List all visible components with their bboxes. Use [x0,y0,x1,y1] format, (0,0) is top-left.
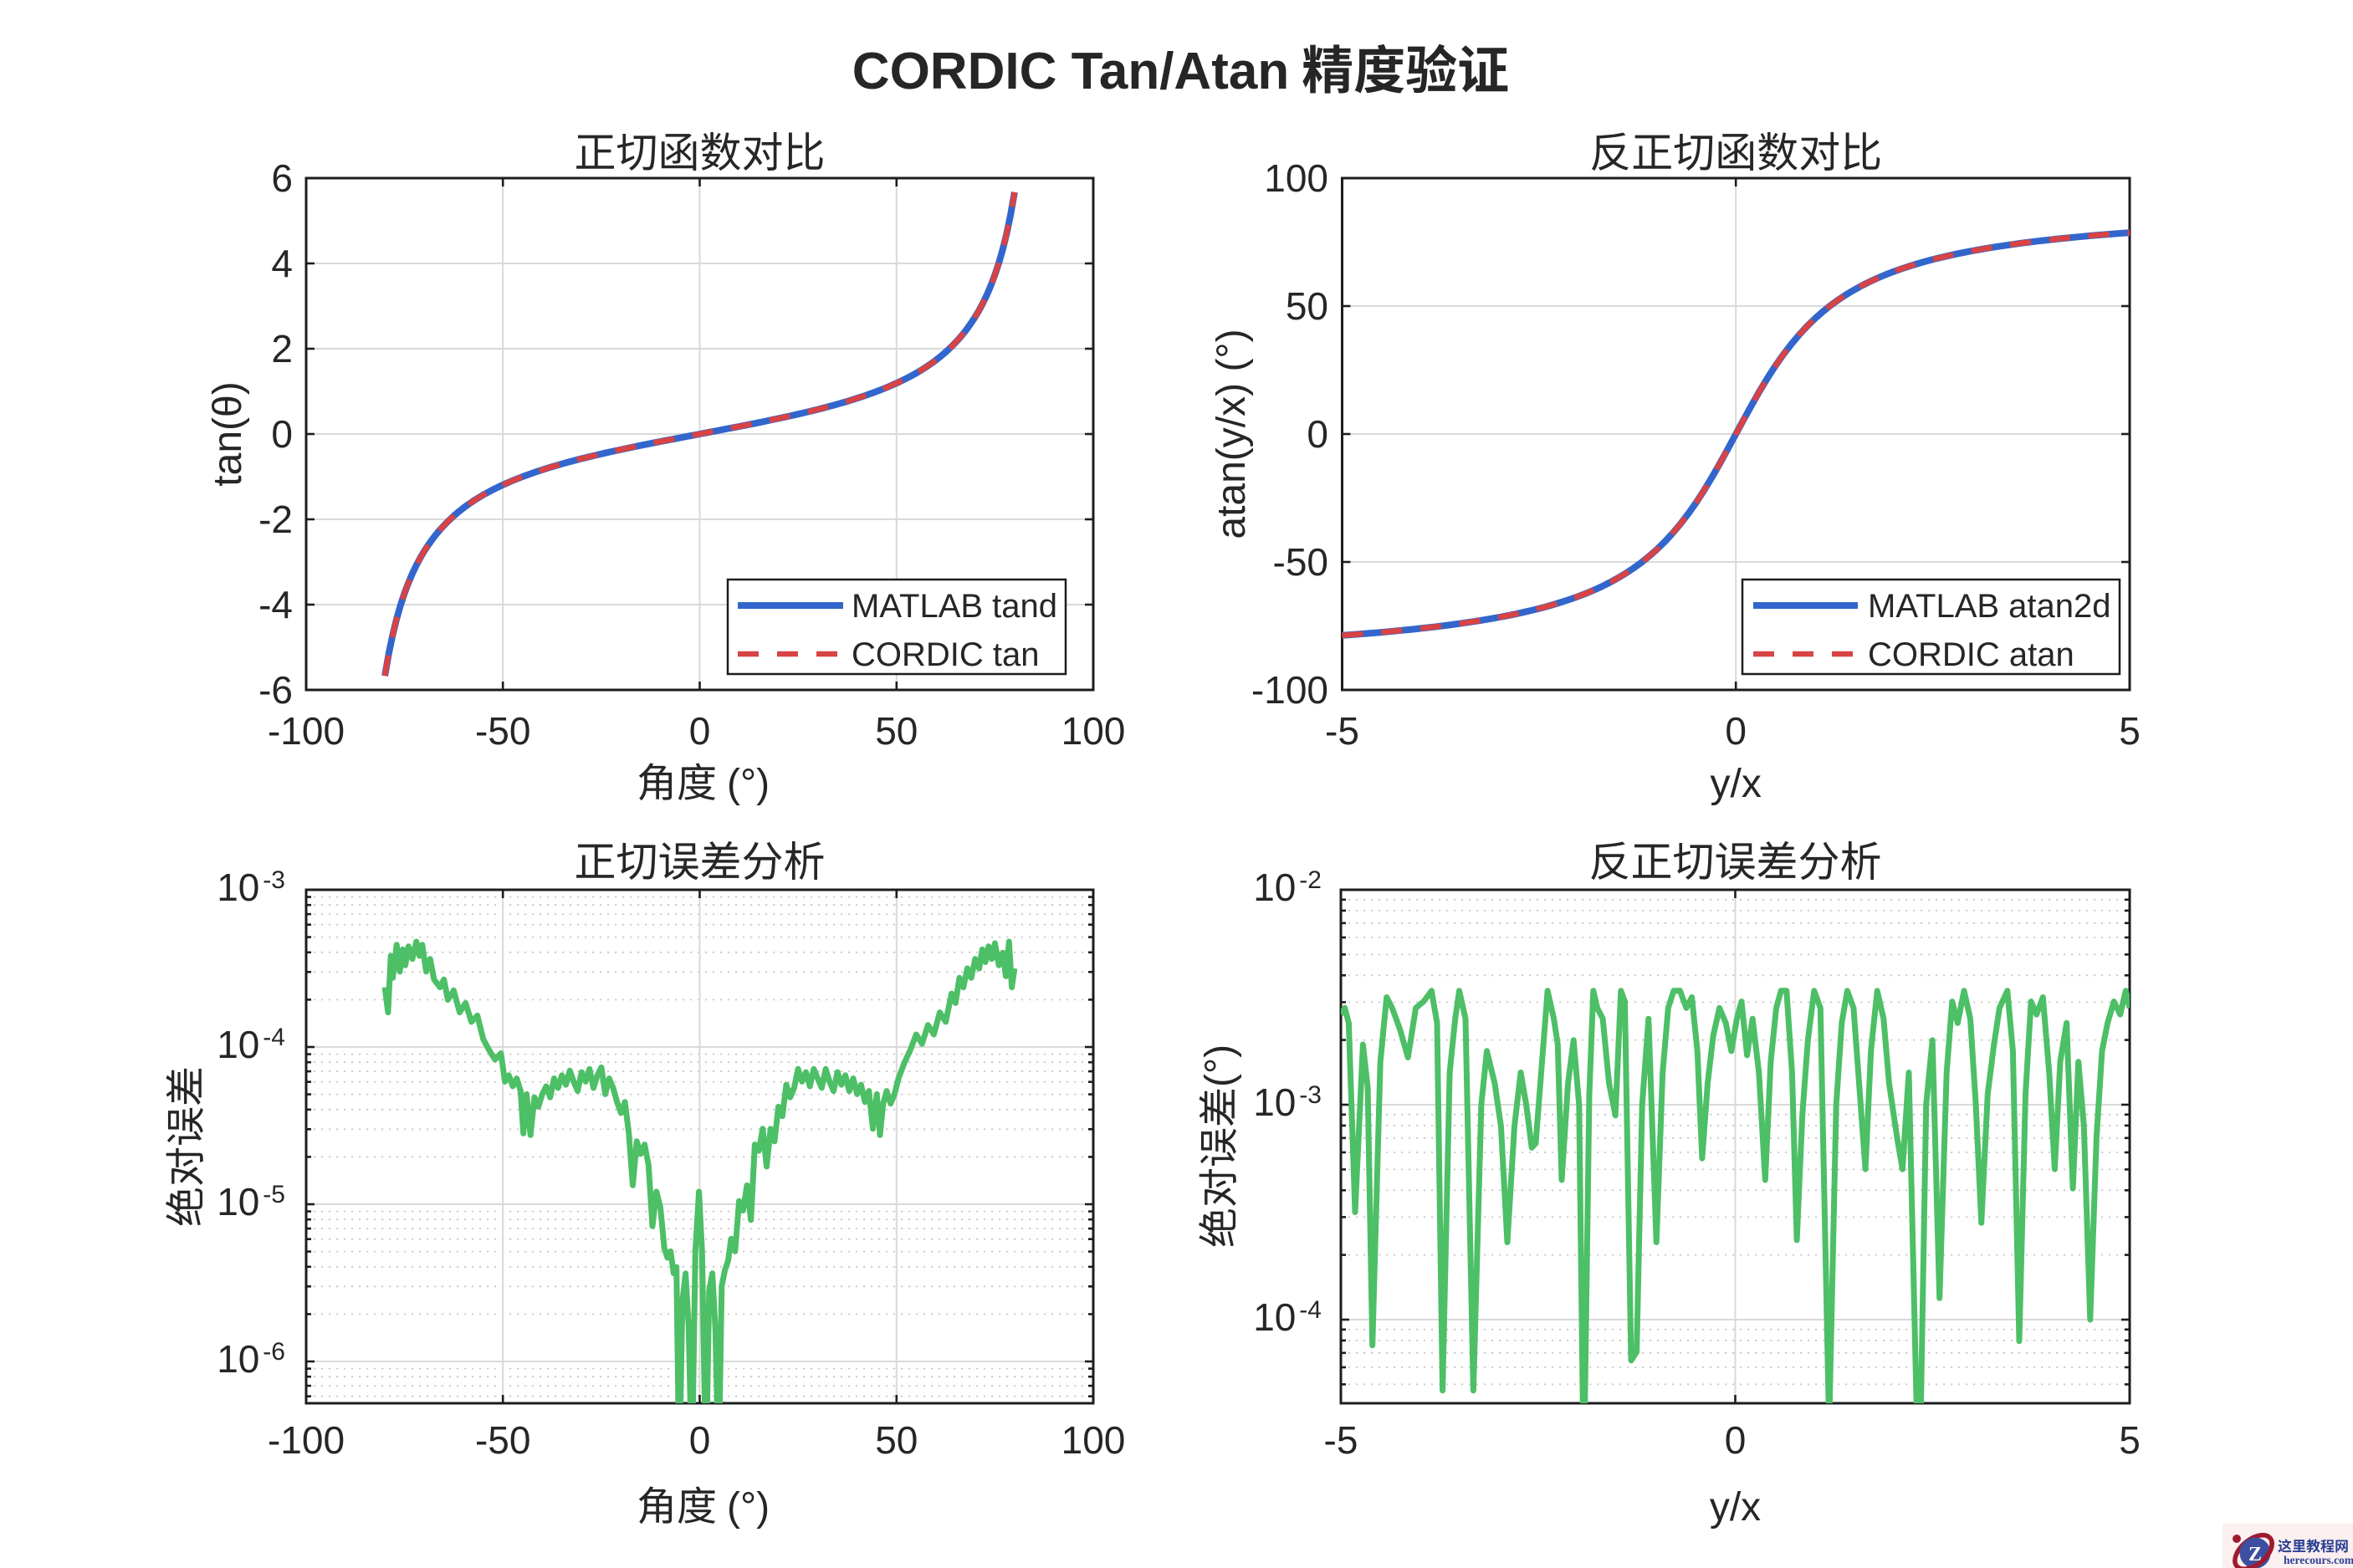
svg-text:-2: -2 [258,498,293,541]
svg-text:0: 0 [1725,709,1747,753]
svg-text:0: 0 [271,412,293,456]
svg-text:50: 50 [1286,284,1328,328]
svg-text:-50: -50 [1273,540,1328,584]
svg-text:10: 10 [217,1337,259,1381]
svg-text:10: 10 [217,1023,259,1066]
svg-text:MATLAB tand: MATLAB tand [852,588,1057,625]
svg-text:y/x: y/x [1711,762,1762,806]
svg-text:100: 100 [1264,156,1328,200]
svg-text:(°): (°) [727,1485,770,1530]
svg-text:herecours.com: herecours.com [2284,1554,2353,1566]
svg-text:-100: -100 [268,709,345,753]
svg-text:-5: -5 [1325,709,1359,753]
svg-text:-3: -3 [263,866,285,894]
svg-text:-100: -100 [268,1418,345,1462]
svg-text:-6: -6 [263,1338,285,1366]
svg-text:MATLAB atan2d: MATLAB atan2d [1868,588,2111,625]
svg-text:y/x: y/x [1710,1485,1761,1530]
svg-text:5: 5 [2119,1418,2141,1462]
svg-text:0: 0 [689,709,711,753]
svg-text:10: 10 [1253,866,1296,909]
svg-text:0: 0 [1307,412,1328,456]
svg-text:-50: -50 [475,709,530,753]
svg-text:Z: Z [2248,1544,2262,1565]
svg-text:0: 0 [1725,1418,1747,1462]
svg-text:4: 4 [271,242,293,285]
svg-text:0: 0 [689,1418,711,1462]
svg-text:10: 10 [1253,1080,1296,1124]
svg-text:(°): (°) [727,762,770,806]
svg-text:100: 100 [1061,1418,1126,1462]
svg-text:10: 10 [217,1180,259,1223]
svg-text:100: 100 [1061,709,1126,753]
svg-text:-50: -50 [475,1418,530,1462]
svg-text:(°): (°) [1198,1044,1242,1087]
svg-text:50: 50 [875,709,918,753]
svg-text:-100: -100 [1251,668,1328,712]
svg-text:5: 5 [2119,709,2141,753]
svg-text:2: 2 [271,327,293,370]
svg-text:-4: -4 [263,1024,285,1051]
svg-text:10: 10 [1253,1295,1296,1339]
svg-text:10: 10 [217,866,259,909]
svg-text:-5: -5 [1324,1418,1358,1462]
svg-text:-2: -2 [1299,866,1322,894]
svg-text:-6: -6 [258,668,293,712]
svg-text:CORDIC Tan/Atan: CORDIC Tan/Atan [852,43,1289,100]
svg-text:CORDIC atan: CORDIC atan [1868,636,2074,673]
svg-text:-4: -4 [258,583,293,626]
svg-text:-4: -4 [1299,1296,1322,1324]
svg-text:atan(y/x) (°): atan(y/x) (°) [1210,329,1254,539]
svg-text:tan(θ): tan(θ) [206,381,250,486]
svg-text:CORDIC tan: CORDIC tan [852,636,1040,673]
svg-text:-3: -3 [1299,1081,1322,1109]
svg-text:6: 6 [271,156,293,200]
svg-text:-5: -5 [263,1181,285,1208]
svg-text:50: 50 [875,1418,918,1462]
